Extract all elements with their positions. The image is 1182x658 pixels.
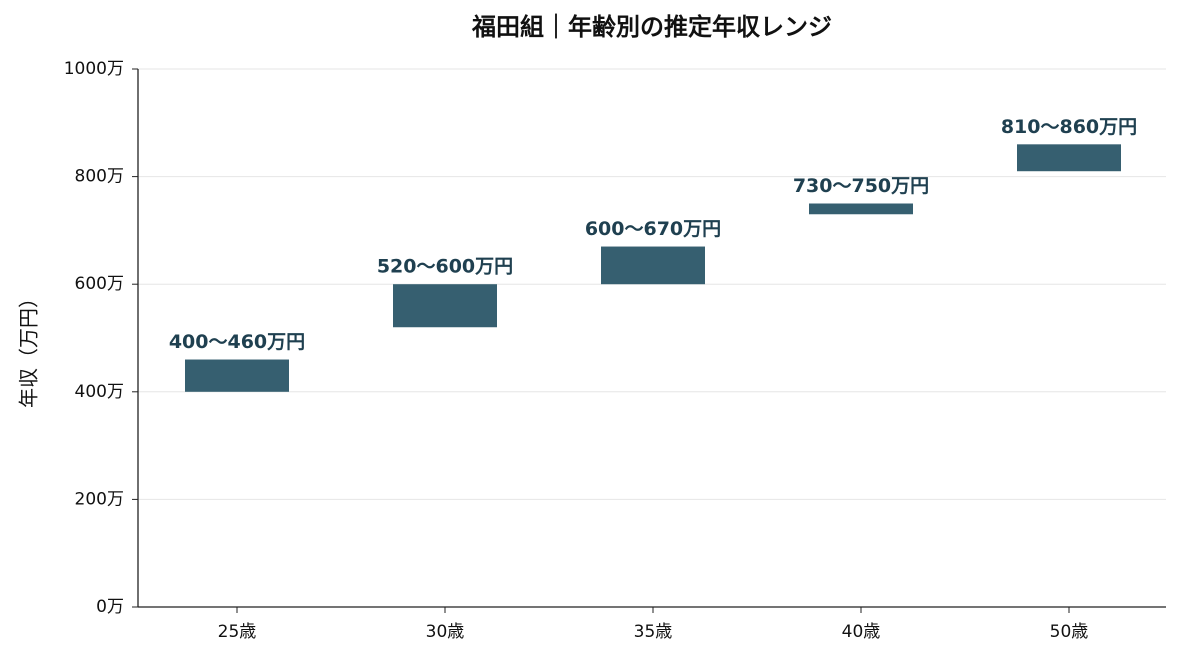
data-label: 520〜600万円	[377, 256, 513, 278]
x-tick-label: 35歳	[634, 622, 673, 642]
x-tick-label: 40歳	[842, 622, 881, 642]
range-bar	[1017, 144, 1121, 172]
data-label: 600〜670万円	[585, 218, 721, 240]
x-tick-label: 30歳	[426, 622, 465, 642]
chart-title: 福田組｜年齢別の推定年収レンジ	[471, 13, 832, 41]
range-bar	[185, 359, 289, 392]
x-tick-label: 25歳	[218, 622, 257, 642]
y-tick-label: 200万	[75, 489, 124, 509]
range-bar	[393, 284, 497, 328]
y-tick-label: 800万	[75, 167, 124, 187]
data-label: 810〜860万円	[1001, 116, 1137, 138]
data-label: 400〜460万円	[169, 331, 305, 353]
y-tick-label: 600万	[75, 274, 124, 294]
x-tick-label: 50歳	[1050, 622, 1089, 642]
range-bar	[809, 203, 913, 215]
y-axis-label: 年収（万円）	[17, 288, 41, 408]
y-tick-label: 0万	[96, 597, 124, 617]
data-label: 730〜750万円	[793, 175, 929, 197]
y-tick-label: 400万	[75, 382, 124, 402]
range-bar	[601, 246, 705, 285]
y-tick-label: 1000万	[64, 59, 124, 79]
